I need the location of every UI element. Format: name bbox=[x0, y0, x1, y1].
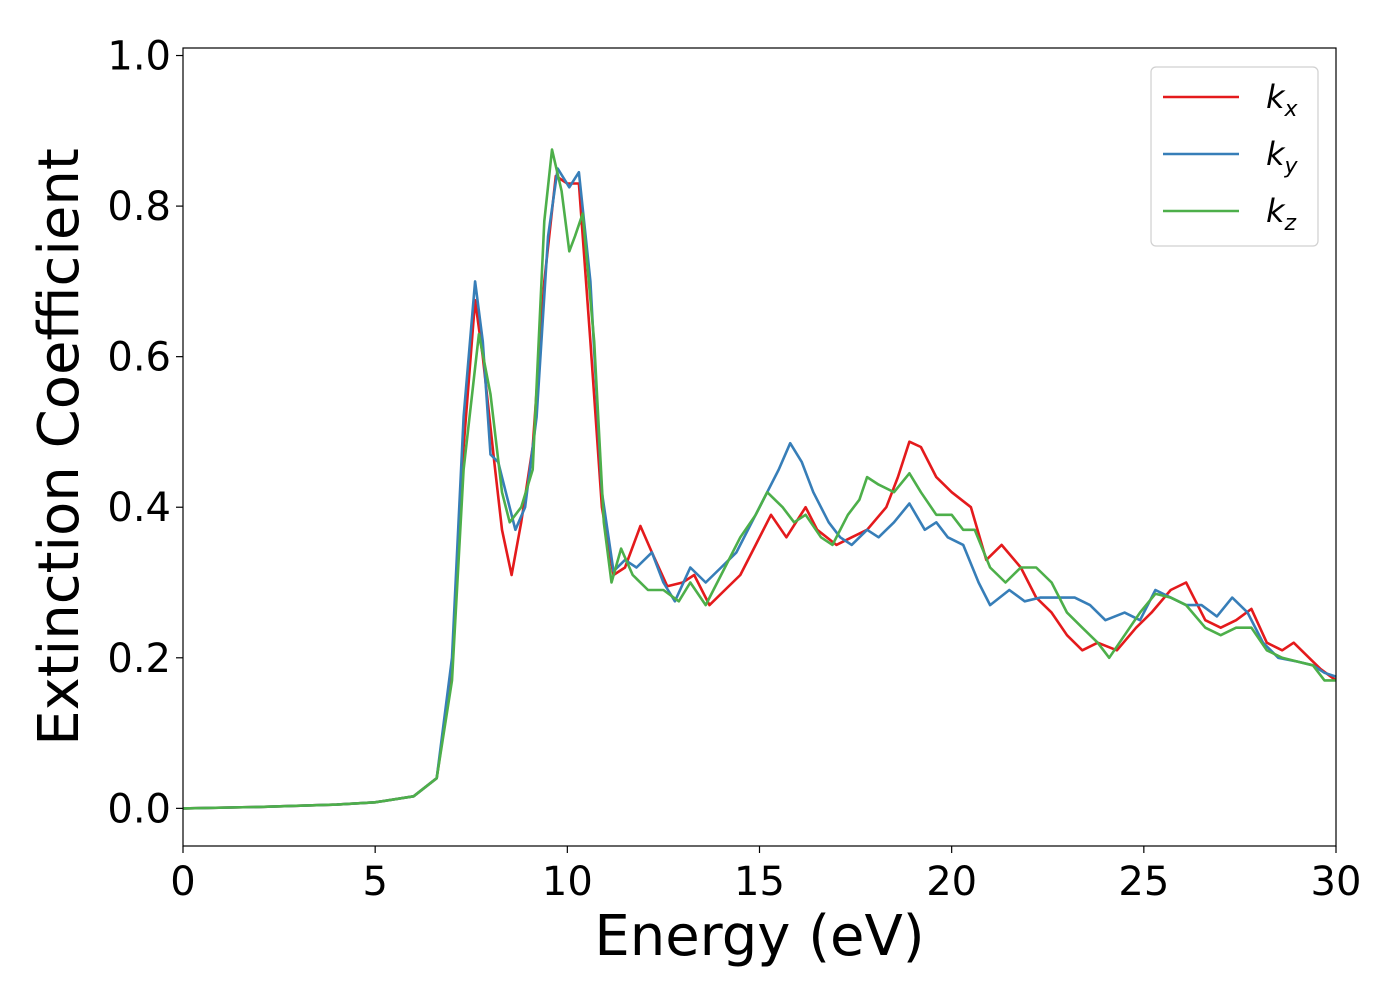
legend-box bbox=[1150, 66, 1319, 247]
legend-label-k-z: kz bbox=[1266, 192, 1297, 236]
x-tick-label: 20 bbox=[926, 859, 977, 905]
x-axis: 0 5 10 15 20 25 30 bbox=[170, 846, 1361, 905]
x-tick-label: 0 bbox=[170, 859, 195, 905]
series-line-k-x bbox=[183, 174, 1336, 810]
x-axis-title: Energy (eV) bbox=[594, 904, 924, 969]
y-tick-label: 0.8 bbox=[107, 184, 171, 230]
y-axis: 0.0 0.2 0.4 0.6 0.8 1.0 bbox=[107, 34, 183, 832]
legend-label-k-y: ky bbox=[1266, 135, 1299, 179]
y-tick-label: 0.0 bbox=[107, 786, 171, 832]
y-tick-label: 0.6 bbox=[107, 335, 171, 381]
x-tick-label: 5 bbox=[362, 859, 387, 905]
legend: kx ky kz bbox=[1150, 66, 1319, 247]
x-tick-label: 30 bbox=[1311, 859, 1362, 905]
x-tick-label: 10 bbox=[542, 859, 593, 905]
series-line-k-y bbox=[183, 167, 1336, 810]
y-tick-label: 0.2 bbox=[107, 636, 171, 682]
x-tick-label: 15 bbox=[734, 859, 785, 905]
y-axis-title: Extinction Coefficient bbox=[27, 148, 92, 746]
x-tick-label: 25 bbox=[1118, 859, 1169, 905]
y-tick-label: 0.4 bbox=[107, 485, 171, 531]
y-tick-label: 1.0 bbox=[107, 34, 171, 80]
series-group bbox=[183, 148, 1336, 810]
legend-label-k-x: kx bbox=[1266, 78, 1299, 122]
series-line-k-z bbox=[183, 148, 1336, 810]
